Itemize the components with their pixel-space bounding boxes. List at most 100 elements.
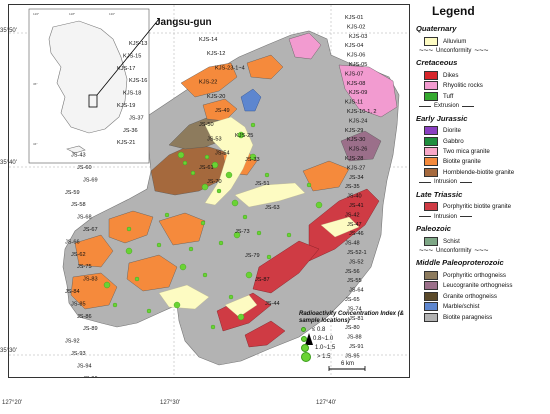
radioactivity-legend-title: Radioactivity Concentration Index (& sam… — [299, 311, 405, 324]
sample-point — [218, 240, 224, 246]
study-area-marker — [88, 94, 98, 108]
legend-section-title: Late Triassic — [416, 189, 463, 199]
sample-label: JS-94 — [77, 363, 92, 369]
legend-item: Gabbro — [416, 136, 464, 146]
sample-label: KJS-30 — [347, 137, 365, 143]
sample-label: JS-80 — [345, 325, 360, 331]
sample-label: JS-91 — [349, 344, 364, 350]
legend-item-label: Schist — [443, 237, 460, 245]
sample-label: JS-33 — [245, 157, 260, 163]
sample-label: JS-87 — [255, 277, 270, 283]
legend-separator: Extrusion — [416, 102, 477, 111]
sample-label: KJS-25 — [235, 133, 253, 139]
inset-tick-label: 128° — [69, 12, 76, 16]
sample-label: JS-35 — [345, 184, 360, 190]
sample-label: KJS-08 — [347, 81, 365, 87]
legend-section-title: Quaternary — [416, 24, 457, 33]
sample-label: KJS-10-1, 2 — [347, 109, 377, 115]
sample-point — [266, 254, 272, 260]
legend-swatch — [424, 302, 438, 312]
legend-item-label: Dikes — [443, 71, 459, 79]
sample-label: JS-52-1 — [347, 250, 367, 256]
sample-label: JS-51 — [255, 181, 270, 187]
sample-label: KJS-28 — [345, 156, 363, 162]
legend-section-title: Early Jurassic — [416, 113, 468, 123]
lat-label: 35°30' — [0, 348, 17, 354]
legend-swatch — [424, 81, 438, 91]
sample-point — [242, 214, 248, 220]
legend-item: Leucogranite orthogneiss — [416, 281, 513, 291]
dot-icon — [301, 327, 306, 332]
sample-label: JS-55 — [347, 278, 362, 284]
legend-swatch — [424, 136, 438, 146]
sample-label: JS-92 — [65, 339, 80, 345]
sample-point — [202, 272, 208, 278]
sample-point — [225, 171, 233, 179]
sample-point — [249, 153, 257, 161]
legend-swatch — [424, 281, 438, 291]
sample-point — [286, 232, 292, 238]
sample-point — [112, 302, 118, 308]
lat-label: 35°50' — [0, 28, 17, 34]
sample-point — [156, 242, 162, 248]
legend-title: Legend — [432, 4, 475, 18]
alluvium-areas — [158, 116, 360, 318]
sample-label: KJS-16 — [129, 78, 147, 84]
inset-map: 126° 128° 130° 36° 34° — [28, 8, 160, 164]
legend-swatch — [424, 202, 438, 212]
legend-item: Alluvium — [416, 36, 466, 46]
legend-item: Tuff — [416, 91, 453, 101]
sample-point — [228, 294, 234, 300]
legend-item: Marble/schist — [416, 302, 479, 312]
north-arrow — [305, 333, 313, 345]
lon-label: 127°30' — [160, 400, 181, 406]
sample-label: KJS-26 — [349, 147, 367, 153]
sample-point — [201, 183, 209, 191]
sample-point — [177, 151, 185, 159]
sample-label: JS-46 — [349, 231, 364, 237]
sample-label: JS-85 — [71, 301, 86, 307]
sample-label: JS-53 — [207, 136, 222, 142]
sample-point — [237, 131, 245, 139]
sample-label: KJS-24 — [349, 118, 367, 124]
sample-label: JS-54 — [215, 151, 230, 157]
sample-label: JS-47 — [347, 222, 362, 228]
sample-label: JS-48 — [345, 241, 360, 247]
sample-label: KJS-11 — [345, 100, 363, 106]
sample-label: JS-81 — [349, 316, 364, 322]
legend-item: Granite orthogneiss — [416, 291, 497, 301]
sample-label: JS-60 — [77, 165, 92, 171]
sample-point — [250, 122, 256, 128]
legend-item-label: Porphyritic orthogneiss — [443, 271, 506, 279]
sample-label: KJS-05 — [349, 62, 367, 68]
rad-class-3: 1.0~1.5 — [299, 343, 417, 352]
legend-item-label: Alluvium — [443, 37, 467, 45]
sample-label: KJS-03 — [349, 34, 367, 40]
sample-label: JS-96 — [83, 376, 98, 377]
legend-item-label: Biotite paragneiss — [443, 313, 493, 321]
sample-label: KJS-29 — [345, 128, 363, 134]
sample-point — [306, 182, 312, 188]
sample-label: KJS-17 — [117, 66, 135, 72]
sample-point — [134, 276, 140, 282]
legend-item-label: Marble/schist — [443, 303, 480, 311]
legend-item: Two mica granite — [416, 146, 490, 156]
leucogranite-orthogneiss-area — [340, 130, 382, 162]
sample-label: JS-52 — [349, 259, 364, 265]
legend-item-label: Rhyolitic rocks — [443, 82, 483, 90]
sample-point — [173, 301, 181, 309]
legend-item-label: Diorite — [443, 127, 461, 135]
sample-label: JS-88 — [347, 335, 362, 341]
legend-item: Hornblende-biotite granite — [416, 167, 514, 177]
sample-point — [190, 170, 196, 176]
sample-point — [211, 161, 219, 169]
dot-icon — [301, 343, 309, 352]
sample-point — [245, 271, 253, 279]
legend-swatch — [424, 36, 438, 46]
sample-label: KJS-04 — [345, 43, 363, 49]
legend-section-title: Cretaceous — [416, 58, 458, 68]
sample-label: JS-49 — [215, 108, 230, 114]
legend-section-title: Middle Paleoproterozoic — [416, 258, 504, 268]
map-canvas: 126° 128° 130° 36° 34° KJS-13KJS-15KJS-1… — [9, 5, 409, 377]
legend-swatch — [424, 70, 438, 80]
